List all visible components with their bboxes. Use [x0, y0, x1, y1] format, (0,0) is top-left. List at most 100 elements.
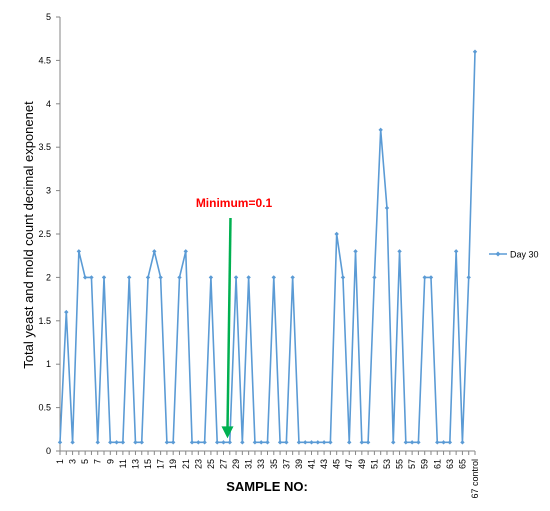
data-point	[221, 440, 226, 445]
x-tick-label: 19	[168, 459, 178, 469]
data-point	[158, 275, 163, 280]
data-point	[145, 275, 151, 280]
y-tick-label: 4.5	[38, 55, 51, 65]
x-tick-label: 65	[457, 459, 467, 469]
data-point	[328, 440, 333, 445]
data-point	[89, 275, 94, 280]
y-tick-label: 2.5	[38, 229, 51, 239]
x-tick-label: 13	[130, 459, 140, 469]
data-point	[133, 440, 138, 445]
data-point	[309, 440, 314, 445]
legend-label-day-30: Day 30	[510, 250, 539, 260]
y-axis-label: Total yeast and mold count decimal expon…	[21, 101, 36, 369]
y-tick-label: 3	[46, 186, 51, 196]
data-point	[321, 440, 327, 445]
x-tick-label: 31	[244, 459, 254, 469]
data-point	[240, 440, 245, 445]
x-tick-label: 1	[55, 459, 65, 464]
data-point	[466, 275, 471, 280]
x-axis-label: SAMPLE NO:	[226, 479, 308, 494]
x-tick-label: 5	[80, 459, 90, 464]
data-point	[296, 440, 302, 445]
data-point	[453, 249, 459, 254]
x-tick-label: 33	[256, 459, 266, 469]
x-tick-label: 43	[319, 459, 329, 469]
x-tick-label: 59	[420, 459, 430, 469]
data-point	[391, 440, 396, 445]
data-point	[183, 249, 188, 254]
x-tick-label: 27	[218, 459, 228, 469]
data-point	[447, 440, 453, 445]
x-tick-label: 15	[143, 459, 153, 469]
data-point	[120, 440, 126, 445]
data-point	[353, 249, 358, 254]
x-tick-label: 41	[307, 459, 317, 469]
x-tick-label: 53	[382, 459, 392, 469]
x-tick-label: 49	[357, 459, 367, 469]
data-point	[271, 275, 276, 280]
data-point	[64, 309, 69, 315]
data-point	[259, 440, 264, 445]
y-tick-label: 0.5	[38, 403, 51, 413]
data-point	[108, 440, 113, 445]
data-point	[384, 205, 390, 211]
data-point	[378, 127, 383, 133]
data-point	[101, 275, 107, 280]
data-point	[170, 440, 176, 445]
data-point	[334, 231, 339, 237]
data-point	[139, 440, 144, 445]
data-point	[365, 440, 371, 445]
x-tick-label: 45	[332, 459, 342, 469]
data-point	[397, 249, 402, 254]
data-point	[435, 440, 440, 445]
y-tick-label: 1	[46, 359, 51, 369]
data-point	[233, 275, 239, 280]
data-point	[460, 440, 465, 445]
data-point	[164, 440, 170, 445]
annotation-text: Minimum=0.1	[196, 196, 273, 210]
data-point	[152, 249, 157, 254]
x-tick-label: 7	[93, 459, 103, 464]
data-point	[70, 440, 75, 445]
y-tick-label: 2	[46, 272, 51, 282]
x-axis-ticks: 1 3 5 7 9 11 13 15 17 19 21 23 25 27 29 31 33 35 37 39 41 43 4…	[55, 451, 480, 499]
legend: Day 30	[489, 250, 539, 260]
x-tick-label: 55	[395, 459, 405, 469]
data-point	[409, 440, 415, 445]
y-tick-label: 0	[46, 446, 51, 456]
data-point	[246, 275, 251, 280]
axes	[59, 17, 475, 452]
series-line-day-30	[59, 51, 476, 444]
data-point	[177, 275, 182, 280]
x-tick-label: 63	[445, 459, 455, 469]
data-point	[372, 275, 377, 280]
data-point	[114, 440, 119, 445]
data-point	[76, 249, 82, 254]
data-point	[189, 440, 195, 445]
x-tick-label: 67 control	[470, 459, 480, 499]
annotation-layer: Minimum=0.1	[196, 196, 273, 439]
annotation-arrow-head	[221, 426, 234, 439]
x-tick-label: 35	[269, 459, 279, 469]
y-tick-label: 1.5	[38, 316, 51, 326]
x-tick-label: 57	[407, 459, 417, 469]
data-point	[472, 49, 478, 54]
data-point	[441, 440, 446, 445]
x-tick-label: 39	[294, 459, 304, 469]
x-tick-label: 37	[281, 459, 291, 469]
y-tick-label: 5	[46, 12, 51, 22]
data-point	[428, 275, 434, 280]
legend-marker-day-30	[495, 251, 501, 257]
x-tick-label: 23	[193, 459, 203, 469]
data-point	[290, 275, 295, 280]
x-tick-label: 11	[118, 459, 128, 468]
data-point	[214, 440, 220, 445]
data-point	[265, 440, 270, 445]
data-point	[126, 275, 132, 280]
data-point	[227, 440, 232, 445]
data-point	[196, 440, 201, 445]
x-tick-label: 17	[156, 459, 166, 469]
x-tick-label: 51	[369, 459, 379, 469]
data-point	[95, 440, 100, 445]
data-point	[359, 440, 365, 445]
